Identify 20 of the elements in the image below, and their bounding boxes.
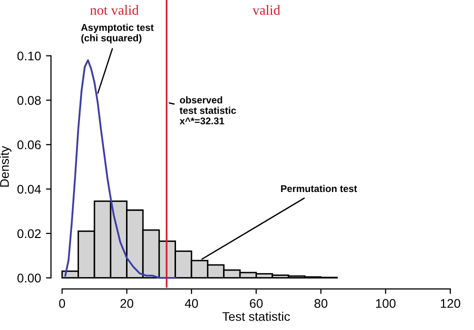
x-tick-label: 40 <box>184 299 198 308</box>
x-tick-label: 80 <box>314 299 328 308</box>
x-tick-label: 60 <box>250 299 263 308</box>
y-tick-label: 0.10 <box>17 52 41 60</box>
y-tick-label: 0.06 <box>17 140 41 150</box>
text: not valid <box>90 5 139 15</box>
x-tick-label: 120 <box>440 299 460 308</box>
x-tick-label: 100 <box>376 299 396 308</box>
text: valid <box>252 5 280 15</box>
y-tick-label: 0.08 <box>17 96 41 105</box>
y-tick-label: 0.00 <box>17 274 41 283</box>
annotation: Asymptotic test (chi squared) <box>81 24 154 44</box>
annotation: observed test statistic x^*=32.31 <box>180 96 236 124</box>
x-tick-label: 20 <box>120 299 134 308</box>
y-axis-title: Density <box>0 146 12 187</box>
y-tick-label: 0.02 <box>17 229 41 238</box>
x-tick-label: 0 <box>59 299 66 308</box>
x-axis-title: Test statistic <box>222 312 290 321</box>
y-tick-label: 0.04 <box>17 184 41 194</box>
annotation: Permutation test <box>281 184 358 192</box>
